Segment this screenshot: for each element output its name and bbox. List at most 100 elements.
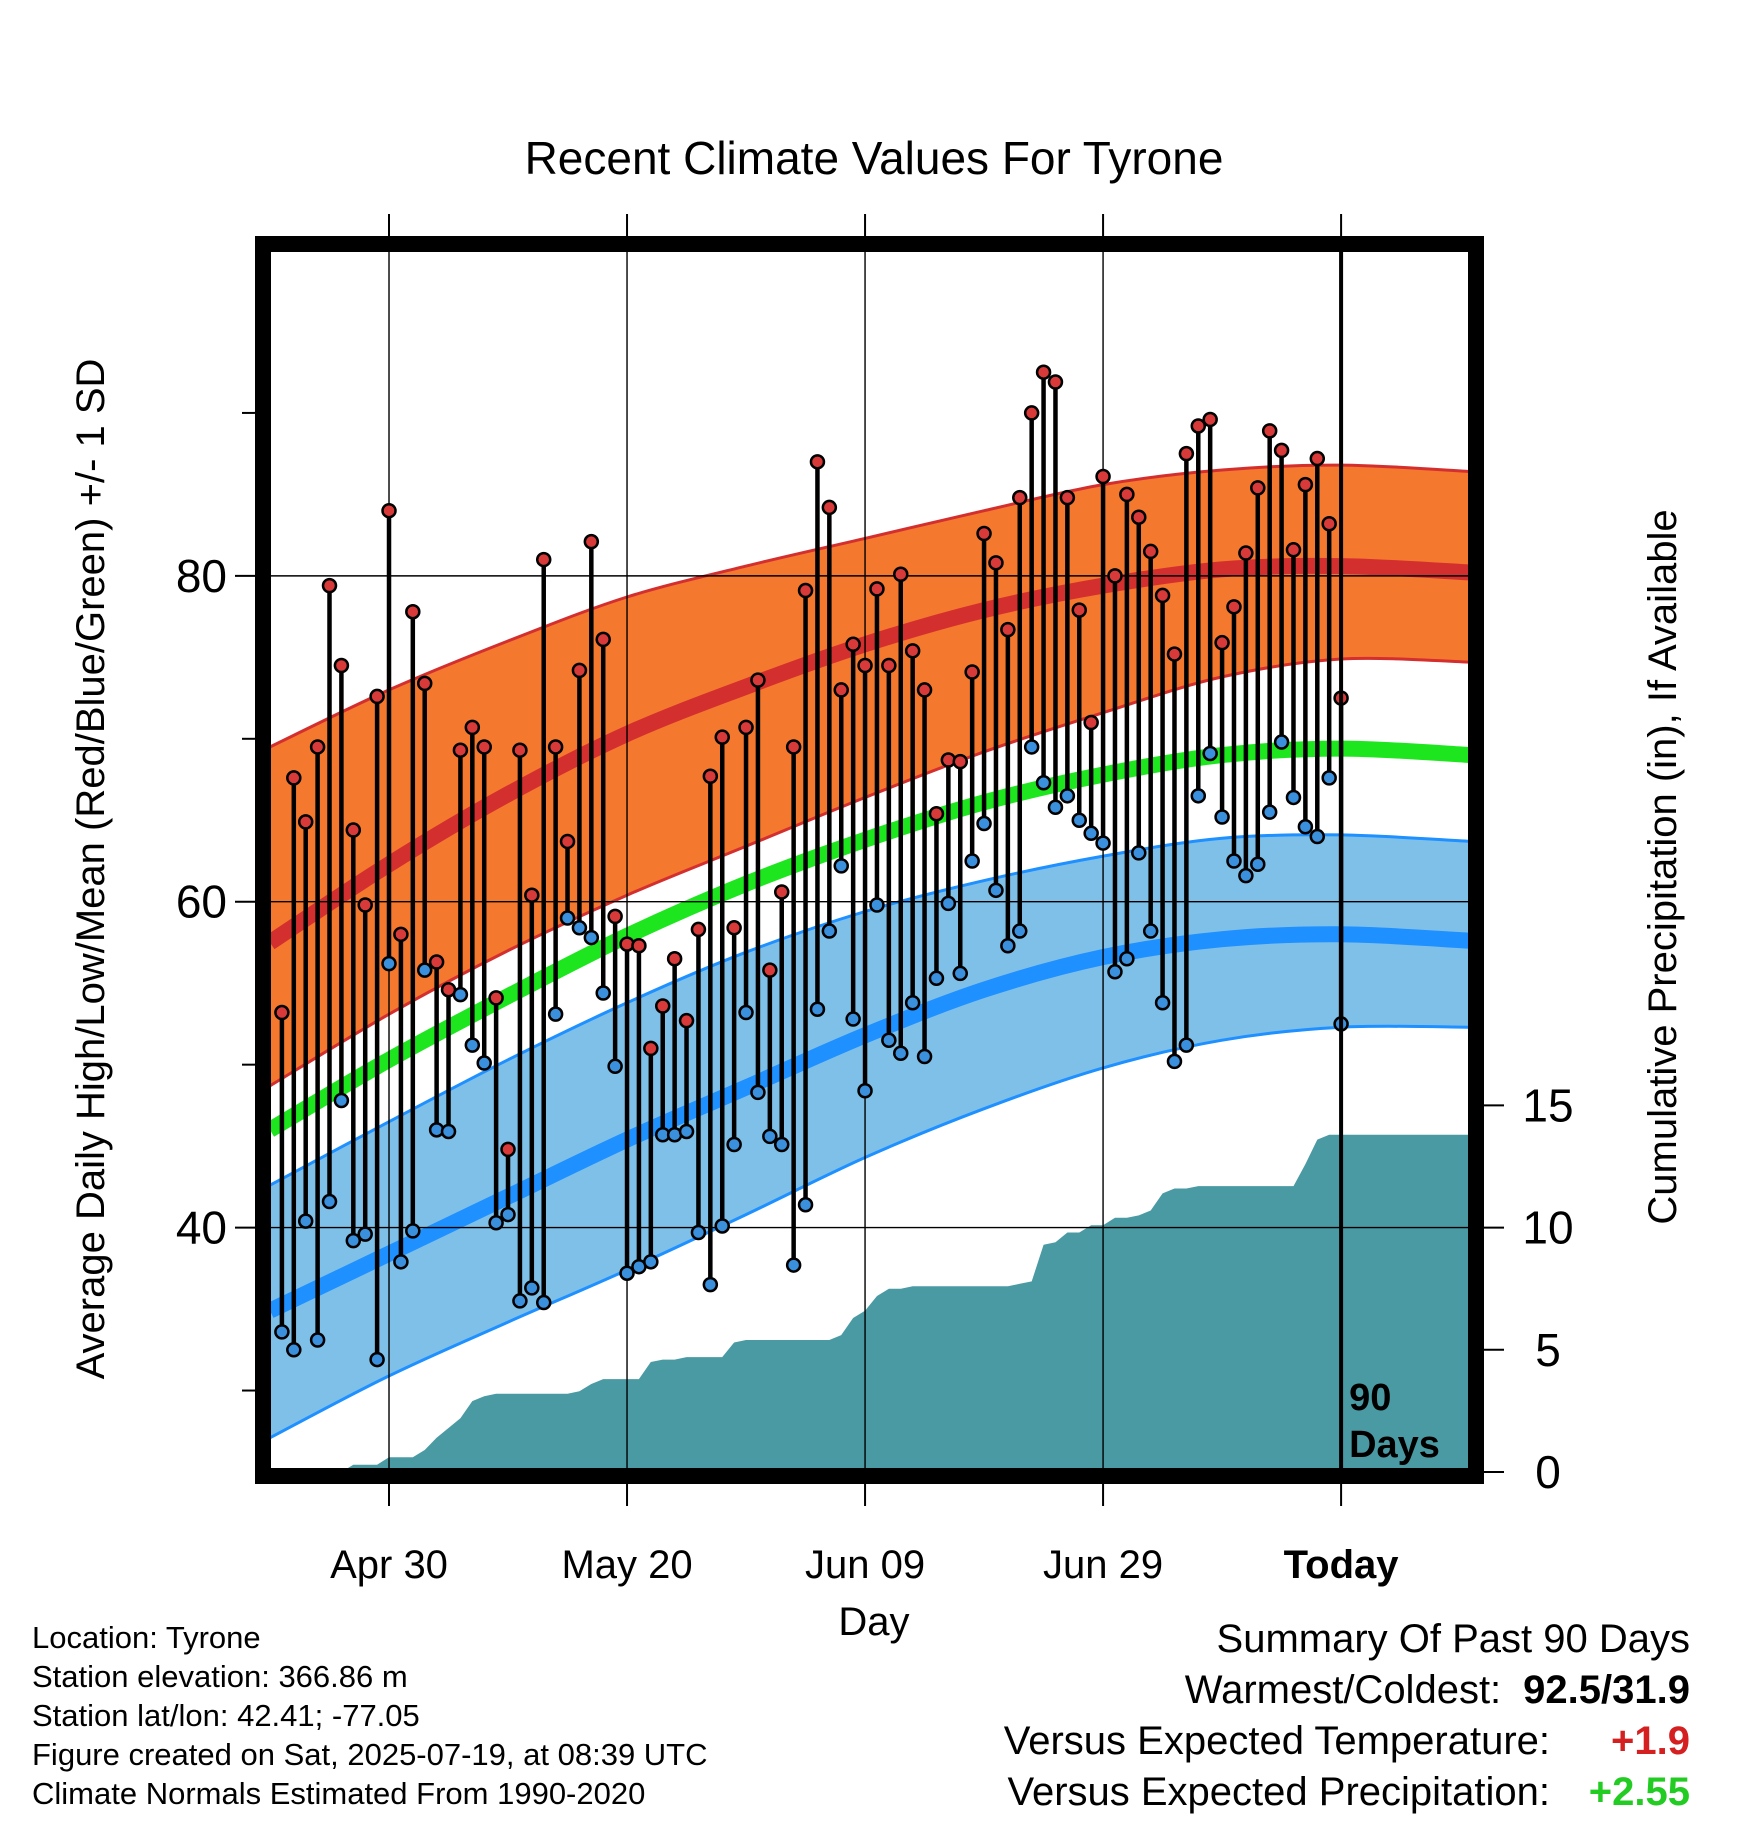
x-tick-label: Apr 30: [330, 1543, 448, 1587]
daily-low-point: [1154, 995, 1171, 1011]
daily-low-point: [1238, 867, 1254, 884]
daily-low-point: [1119, 951, 1135, 967]
daily-high-point: [571, 662, 588, 679]
daily-high-point: [286, 770, 302, 786]
daily-low-point: [916, 1048, 933, 1065]
daily-low-point: [405, 1223, 421, 1239]
daily-high-point: [1059, 489, 1076, 506]
daily-high-point: [381, 502, 397, 519]
daily-high-point: [309, 739, 326, 755]
daily-high-point: [1226, 599, 1242, 615]
daily-low-point: [488, 1214, 504, 1231]
daily-low-point: [619, 1265, 635, 1281]
daily-high-point: [916, 682, 933, 698]
summary-title: Summary Of Past 90 Days: [1216, 1617, 1690, 1661]
daily-high-point: [345, 822, 362, 838]
daily-low-point: [738, 1004, 754, 1021]
daily-low-point: [1095, 835, 1111, 851]
y-tick-label: 80: [176, 550, 227, 602]
daily-low-point: [1000, 937, 1016, 954]
daily-high-point: [654, 998, 671, 1014]
daily-low-point: [1273, 734, 1290, 750]
daily-high-point: [1309, 450, 1326, 467]
daily-low-point: [904, 995, 921, 1011]
daily-high-point: [1154, 587, 1171, 604]
daily-high-point: [904, 643, 921, 659]
daily-low-point: [547, 1006, 564, 1022]
x-tick-label: Jun 29: [1043, 1543, 1163, 1587]
daily-low-point: [1309, 828, 1326, 845]
daily-high-point: [476, 739, 492, 755]
normals-text: Climate Normals Estimated From 1990-2020: [32, 1776, 646, 1811]
daily-high-point: [416, 675, 433, 692]
created-text: Figure created on Sat, 2025-07-19, at 08…: [32, 1737, 708, 1772]
y-axis-label: Average Daily High/Low/Mean (Red/Blue/Gr…: [69, 359, 113, 1380]
daily-low-point: [297, 1213, 314, 1229]
daily-low-point: [1166, 1053, 1183, 1070]
daily-high-point: [321, 577, 338, 594]
x-tick-label: Jun 09: [805, 1543, 925, 1587]
daily-low-point: [678, 1123, 695, 1140]
daily-low-point: [1023, 739, 1040, 755]
daily-high-point: [881, 657, 897, 674]
daily-low-point: [1035, 775, 1052, 791]
daily-low-point: [1261, 804, 1278, 820]
low-sd-band: [270, 834, 1472, 1438]
daily-high-point: [1214, 634, 1230, 651]
daily-low-point: [881, 1032, 897, 1048]
daily-high-point: [631, 937, 647, 954]
daily-low-point: [964, 853, 980, 869]
daily-high-point: [1000, 621, 1016, 638]
daily-high-point: [607, 908, 623, 925]
daily-low-point: [571, 920, 588, 936]
daily-low-point: [809, 1001, 826, 1018]
daily-low-point: [785, 1257, 802, 1273]
y2-tick-label: 10: [1522, 1202, 1573, 1254]
daily-high-point: [964, 664, 980, 680]
location-text: Location: Tyrone: [32, 1620, 261, 1655]
today-annotation: Days: [1349, 1424, 1440, 1466]
daily-high-point: [988, 555, 1004, 571]
daily-low-point: [1178, 1037, 1195, 1053]
daily-low-point: [464, 1037, 481, 1053]
daily-high-point: [369, 688, 385, 705]
daily-high-point: [1190, 418, 1207, 434]
daily-low-point: [1012, 923, 1028, 939]
daily-high-point: [976, 525, 992, 542]
daily-low-point: [976, 815, 992, 832]
latlon-text: Station lat/lon: 42.41; -77.05: [32, 1698, 420, 1733]
daily-high-point: [738, 719, 754, 736]
daily-low-point: [714, 1218, 730, 1234]
daily-low-point: [857, 1082, 873, 1099]
daily-low-point: [452, 986, 469, 1003]
daily-high-point: [559, 833, 576, 850]
daily-low-point: [1250, 856, 1266, 873]
daily-low-point: [357, 1226, 373, 1242]
daily-low-point: [1226, 853, 1242, 869]
daily-high-point: [928, 805, 945, 822]
daily-high-point: [893, 566, 909, 582]
daily-high-point: [1297, 476, 1314, 493]
high-sd-band: [270, 465, 1472, 1086]
daily-high-point: [750, 672, 766, 688]
summary-panel: Summary Of Past 90 Days Warmest/Coldest:…: [1004, 1614, 1690, 1818]
summary-precip: Versus Expected Precipitation: +2.55: [1004, 1767, 1690, 1818]
daily-low-point: [1321, 770, 1337, 786]
daily-low-point: [476, 1055, 492, 1071]
precip-area: [281, 1134, 1472, 1472]
y2-axis-label: Cumulative Precipitation (in), If Availa…: [1641, 509, 1685, 1224]
daily-high-point: [1273, 442, 1290, 459]
daily-high-point: [595, 631, 611, 648]
y2-tick-label: 15: [1522, 1079, 1573, 1131]
daily-high-point: [1250, 480, 1266, 496]
daily-low-point: [643, 1254, 659, 1270]
daily-high-point: [1285, 542, 1302, 558]
daily-low-point: [1142, 923, 1159, 939]
daily-low-point: [869, 897, 885, 913]
daily-high-point: [809, 454, 826, 470]
daily-low-point: [524, 1280, 540, 1296]
daily-high-point: [952, 753, 969, 770]
daily-high-point: [845, 636, 861, 653]
x-axis-label: Day: [838, 1600, 909, 1644]
daily-low-point: [393, 1254, 409, 1270]
